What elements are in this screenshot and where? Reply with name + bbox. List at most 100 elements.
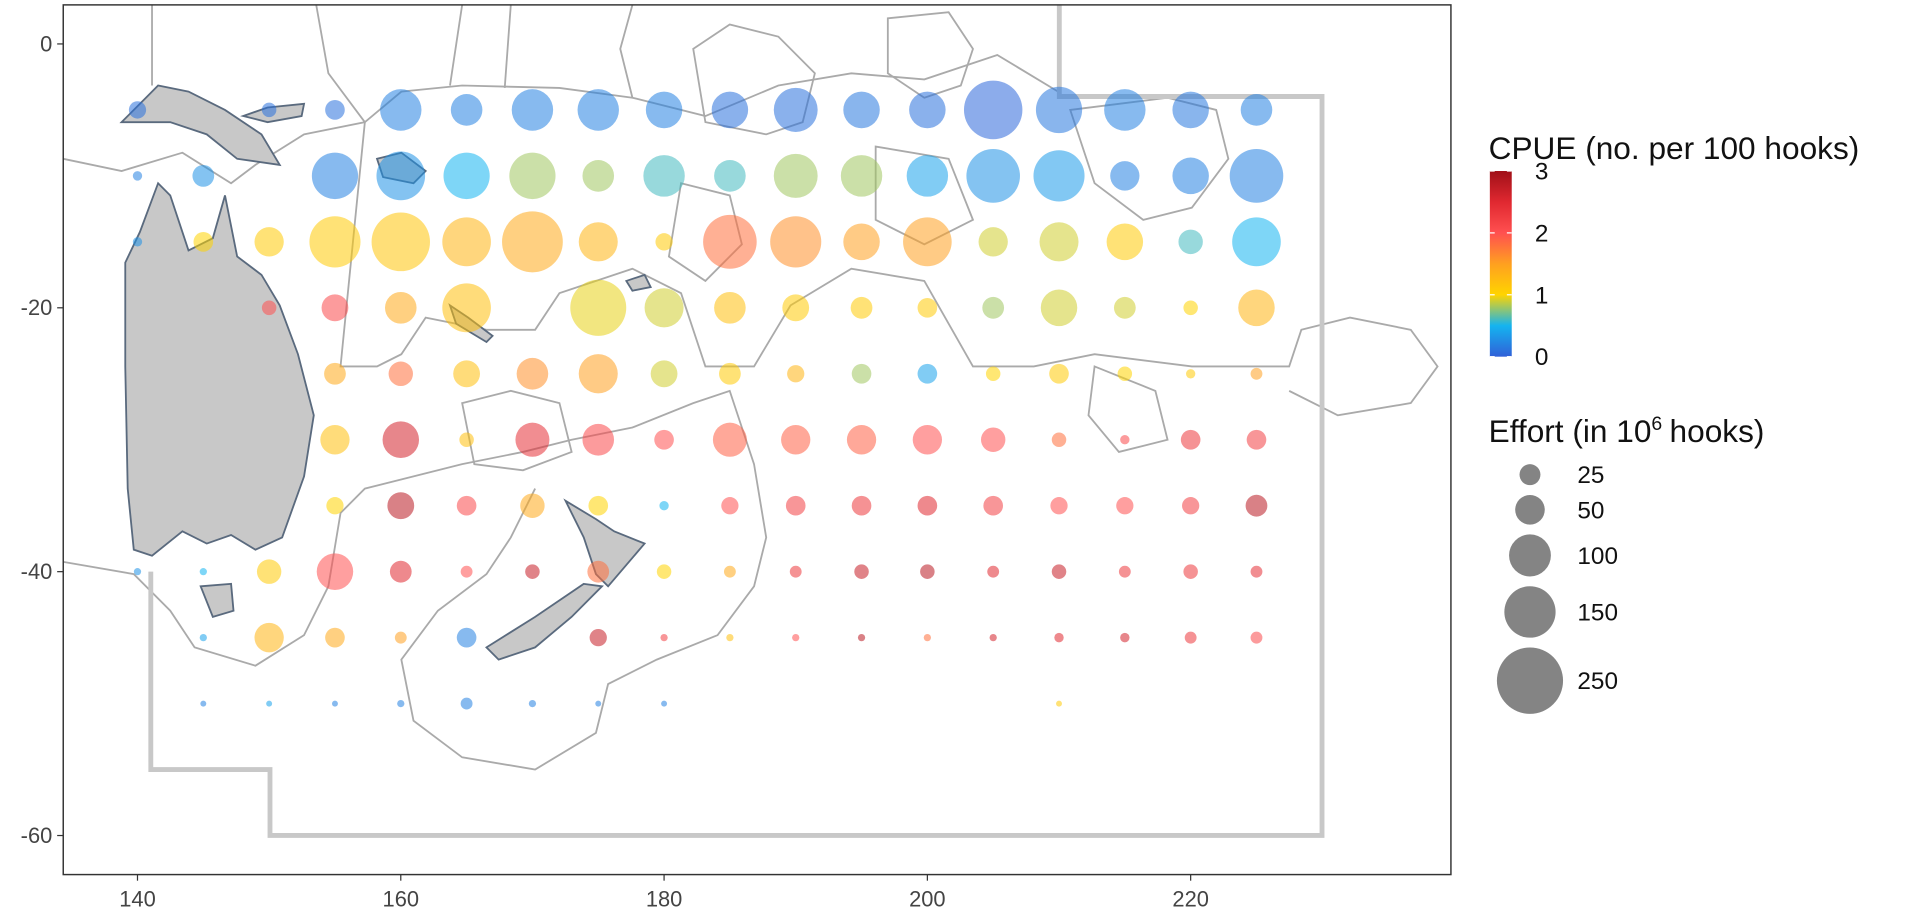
bubble [266,700,273,707]
bubble [380,89,422,131]
bubble [311,152,359,200]
bubble [851,363,872,384]
bubble [660,633,668,642]
bubble [595,700,602,707]
bubble [199,633,207,642]
bubble [1250,631,1263,644]
bubble [714,160,746,192]
bubble [661,700,668,707]
bubble [192,164,215,187]
bubble [850,296,873,319]
bubble [1120,435,1130,445]
bubble [846,425,877,455]
bubble [659,500,669,511]
x-tick-label: 180 [646,886,682,910]
bubble [923,633,931,642]
bubble [983,495,1004,516]
bubble [1110,161,1140,191]
bubble [321,294,349,322]
bubble [1106,223,1144,261]
bubble [1172,157,1209,195]
bubble [459,432,474,448]
bubble [980,427,1006,452]
y-tick-label: -60 [21,823,53,848]
bubble [199,568,207,576]
bubble [1229,148,1284,203]
bubble [781,425,811,455]
colorbar-label: 0 [1535,344,1549,371]
bubble [1113,296,1136,319]
bubble [254,227,284,257]
bubble [654,429,674,450]
bubble [570,279,627,336]
bubble [133,568,142,576]
size-legend-label: 150 [1577,599,1618,626]
bubble [394,631,407,644]
bubble [982,296,1005,319]
size-legend-key [1504,586,1556,638]
bubble [1040,289,1078,327]
bubble [1117,366,1133,382]
legend: CPUE (no. per 100 hooks) Effort (in 106 h… [1489,130,1860,714]
bubble [456,495,477,516]
bubble [920,564,935,579]
size-legend-label: 250 [1577,668,1618,695]
x-tick-label: 140 [119,886,155,910]
bubble [509,152,556,200]
bubble [1118,565,1131,578]
bubble [773,153,818,198]
bubble [397,699,405,708]
bubble [1180,429,1201,450]
bubble [1250,565,1263,578]
bubble [128,101,147,119]
bubble [792,633,800,642]
bubble [1033,150,1085,202]
color-legend-title: CPUE (no. per 100 hooks) [1489,130,1860,166]
size-legend-label: 100 [1577,543,1618,570]
bubble [132,237,143,247]
bubble [726,633,734,642]
y-tick-label: -20 [21,295,53,320]
bubble [1182,497,1200,515]
colorbar-label: 3 [1535,159,1549,186]
bubble [516,357,549,390]
bubble [917,297,938,318]
x-tick-label: 220 [1172,886,1208,910]
bubble [1039,222,1079,262]
bubble [857,633,866,642]
bubble [460,565,473,578]
bubble [316,553,354,590]
bubble [1054,632,1064,643]
bubble [1245,494,1268,517]
bubble [782,294,810,322]
y-tick-label: -40 [21,559,53,584]
bubbles [128,80,1284,710]
bubble [714,291,746,324]
colorbar [1489,171,1512,357]
bubble [723,565,736,578]
bubble [917,363,938,384]
bubble [309,216,361,268]
bubble [840,155,883,197]
x-tick-label: 200 [909,886,945,910]
bubble [582,160,615,192]
bubble [906,155,949,197]
bubble [384,291,417,324]
bubble [502,211,563,273]
bubble [587,560,610,583]
bubble [325,627,345,648]
bubble [1184,631,1197,644]
bubble [326,497,344,515]
bubble [588,495,609,516]
bubble [1035,86,1083,134]
bubble [578,222,618,262]
bubble [843,91,880,129]
bubble [388,361,413,387]
bubble [644,288,684,328]
bubble [254,622,284,653]
x-tick-label: 160 [383,886,419,910]
bubble [656,564,672,579]
size-legend-key [1509,534,1551,577]
bubble [645,91,683,129]
